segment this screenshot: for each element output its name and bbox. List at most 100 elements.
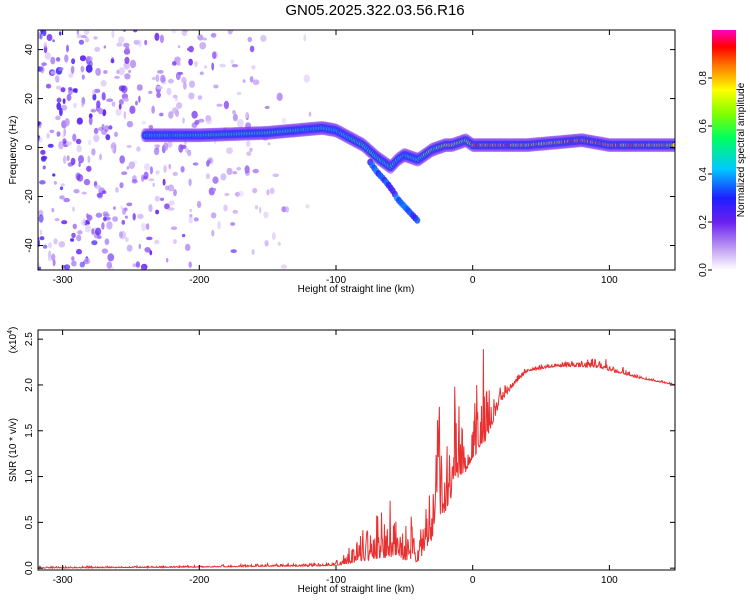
spectrogram-noise-speck xyxy=(183,81,187,90)
spectrogram-noise-speck xyxy=(52,39,55,43)
spectrogram-noise-speck xyxy=(103,45,107,49)
spectrogram-noise-speck xyxy=(63,127,66,137)
spectrogram-noise-speck xyxy=(160,74,166,83)
spectrogram-noise-speck xyxy=(66,155,70,162)
spectrogram-noise-speck xyxy=(231,63,239,68)
spectrogram-noise-speck xyxy=(191,113,199,118)
spectrogram-noise-speck xyxy=(144,39,148,46)
spectrogram-noise-speck xyxy=(260,34,267,42)
spectrogram-noise-speck xyxy=(89,60,93,67)
spectrogram-x-tick-label: -200 xyxy=(189,275,209,286)
spectrogram-noise-speck xyxy=(232,113,238,122)
spectrogram-noise-speck xyxy=(86,165,92,172)
spectrogram-noise-speck xyxy=(245,112,249,119)
colorbar-tick-label: 0.0 xyxy=(698,263,709,277)
spectrogram-noise-speck xyxy=(232,110,236,115)
spectrogram-noise-speck xyxy=(224,192,230,197)
spectrogram-noise-speck xyxy=(118,103,122,110)
spectrogram-noise-speck xyxy=(117,36,125,44)
spectrogram-noise-speck xyxy=(58,66,64,72)
spectrogram-noise-speck xyxy=(114,131,118,137)
spectrogram-noise-speck xyxy=(188,178,192,187)
spectrogram-noise-speck xyxy=(84,36,90,43)
spectrogram-noise-speck xyxy=(152,182,155,187)
spectrogram-noise-speck xyxy=(71,260,77,267)
spectrogram-noise-speck xyxy=(264,105,270,109)
spectrogram-noise-speck xyxy=(108,125,113,130)
spectrogram-noise-speck xyxy=(95,212,103,218)
spectrogram-noise-speck xyxy=(52,173,56,177)
spectrogram-noise-speck xyxy=(168,200,175,206)
spectrogram-noise-speck xyxy=(205,117,212,125)
spectrogram-frame xyxy=(37,29,676,271)
spectrogram-noise-speck xyxy=(38,214,44,223)
spectrogram-noise-speck xyxy=(266,189,270,196)
spectrogram-noise-speck xyxy=(246,140,251,148)
spectrogram-noise-speck xyxy=(305,204,310,209)
spectrogram-noise-speck xyxy=(92,89,96,95)
colorbar: 0.0 0.2 0.4 0.6 0.8 Normalized spectral ampl… xyxy=(698,30,747,277)
spectrogram-noise-speck xyxy=(113,206,116,210)
spectrogram-noise-speck xyxy=(181,76,187,84)
spectrogram-noise-speck xyxy=(126,144,132,149)
spectrogram-noise-speck xyxy=(252,79,260,86)
colorbar-gradient xyxy=(712,30,736,270)
spectrogram-noise-speck xyxy=(106,98,114,102)
colorbar-tick-label: 0.6 xyxy=(698,119,709,133)
spectrogram-noise-speck xyxy=(118,99,124,105)
spectrogram-noise-speck xyxy=(277,241,281,246)
snr-multiplier-base: (x10 xyxy=(8,333,19,353)
spectrogram-noise-speck xyxy=(124,46,130,55)
spectrogram-noise-speck xyxy=(72,133,77,142)
spectrogram-noise-speck xyxy=(97,235,102,240)
spectrogram-noise-speck xyxy=(93,134,100,143)
spectrogram-noise-speck xyxy=(164,203,170,210)
spectrogram-noise-speck xyxy=(83,178,91,186)
colorbar-ticks: 0.0 0.2 0.4 0.6 0.8 xyxy=(698,71,712,277)
colorbar-tick-label: 0.2 xyxy=(698,215,709,229)
spectrogram-noise-speck xyxy=(303,34,307,42)
spectrogram-noise-speck xyxy=(272,232,276,241)
spectrogram-noise-speck xyxy=(124,73,131,80)
spectrogram-noise-speck xyxy=(129,105,136,115)
spectrogram-noise-speck xyxy=(67,86,73,91)
spectrogram-noise-speck xyxy=(168,163,172,170)
spectrogram-noise-speck xyxy=(78,155,84,164)
spectrogram-noise-speck xyxy=(180,166,185,173)
spectrogram-noise-speck xyxy=(70,65,75,74)
spectrogram-noise-speck xyxy=(124,56,130,64)
spectrogram-noise-speck xyxy=(191,122,198,129)
spectrogram-noise-speck xyxy=(155,170,160,175)
snr-multiplier-label: (x104) xyxy=(7,327,19,354)
spectrogram-noise-speck xyxy=(285,206,290,213)
snr-x-tick-label: -200 xyxy=(189,575,209,586)
spectrogram-noise-speck xyxy=(84,30,90,35)
spectrogram-noise-speck xyxy=(192,162,199,166)
spectrogram-noise-speck xyxy=(63,197,70,203)
spectrogram-noise-speck xyxy=(76,234,82,242)
spectrogram-noise-speck xyxy=(135,261,140,268)
spectrogram-noise-speck xyxy=(308,111,312,117)
spectrogram-tail-point xyxy=(414,216,421,224)
spectrogram-noise-speck xyxy=(159,34,164,44)
spectrogram-noise-speck xyxy=(91,148,96,156)
spectrogram-noise-speck xyxy=(136,84,143,91)
snr-y-tick-label: 2.0 xyxy=(24,378,35,392)
spectrogram-noise-speck xyxy=(38,137,43,143)
spectrogram-noise-speck xyxy=(197,34,204,41)
spectrogram-noise-speck xyxy=(148,90,153,94)
spectrogram-noise-speck xyxy=(154,195,160,202)
spectrogram-noise-speck xyxy=(251,65,256,70)
spectrogram-noise-speck xyxy=(81,74,85,80)
snr-y-tick-label: 1.5 xyxy=(24,423,35,437)
spectrogram-noise-speck xyxy=(42,165,46,170)
spectrogram-noise-speck xyxy=(173,189,177,197)
spectrogram-noise-speck xyxy=(141,120,146,125)
spectrogram-noise-speck xyxy=(42,244,48,249)
spectrogram-noise-speck xyxy=(206,160,210,167)
spectrogram-noise-speck xyxy=(111,147,115,153)
spectrogram-noise-speck xyxy=(269,187,275,194)
spectrogram-noise-speck xyxy=(61,220,68,225)
spectrogram-noise-speck xyxy=(56,97,62,103)
spectrogram-noise-speck xyxy=(168,78,174,84)
